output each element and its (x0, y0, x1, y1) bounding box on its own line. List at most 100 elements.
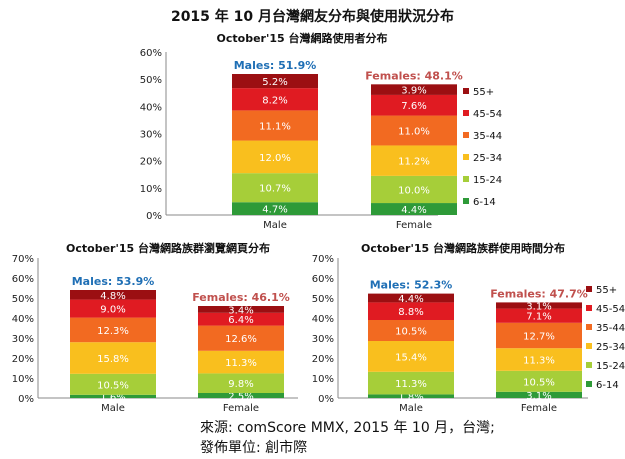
segment-value-label: 11.3% (225, 358, 257, 369)
gender-total-label: Males: 52.3% (370, 279, 453, 292)
segment-value-label: 11.0% (398, 127, 430, 138)
segment-value-label: 10.0% (398, 185, 430, 196)
source-note: 來源: comScore MMX, 2015 年 10 月，台灣; 發佈單位: … (200, 418, 495, 458)
legend-entry: 15-24 (596, 361, 625, 372)
segment-value-label: 15.4% (395, 352, 427, 363)
x-category-label: Male (101, 403, 125, 414)
bar-segment-female-55plus (371, 84, 457, 95)
legend-swatch (463, 154, 469, 160)
segment-value-label: 3.9% (401, 86, 426, 97)
y-tick-label: 20% (140, 157, 162, 168)
x-category-label: Male (263, 220, 287, 231)
bar-segment-male-55plus (232, 74, 318, 89)
legend-entry: 15-24 (473, 175, 502, 186)
bar-segment-female-55plus (198, 306, 284, 313)
bar-segment-female-45-54 (496, 308, 582, 323)
gender-total-label: Males: 53.9% (72, 275, 155, 288)
y-tick-label: 60% (312, 274, 334, 285)
legend-swatch (586, 305, 592, 311)
bar-segment-female-25-34 (496, 348, 582, 371)
y-tick-label: 50% (140, 75, 162, 86)
y-tick-label: 50% (12, 294, 34, 305)
segment-value-label: 1.8% (398, 392, 423, 403)
legend-swatch (586, 362, 592, 368)
segment-value-label: 11.3% (395, 379, 427, 390)
segment-value-label: 12.7% (523, 332, 555, 343)
bar-segment-female-6-14 (198, 393, 284, 398)
page-title: 2015 年 10 月台灣網友分布與使用狀況分布 (170, 9, 455, 25)
legend-swatch (463, 132, 469, 138)
bar-segment-female-45-54 (198, 312, 284, 326)
bar-segment-female-55plus (496, 302, 582, 309)
gender-total-label: Females: 46.1% (192, 291, 290, 304)
bar-segment-female-45-54 (371, 94, 457, 116)
segment-value-label: 11.2% (398, 157, 430, 168)
chart-panel-pageviews: October'15 台灣網路族群瀏覽網頁分布 0% 10% 20% 30% 40% 50%… (4, 240, 304, 418)
legend-entry: 6-14 (473, 197, 496, 208)
chart-pageviews: October'15 台灣網路族群瀏覽網頁分布 0% 10% 20% 30% 40% 50%… (12, 241, 298, 414)
segment-value-label: 9.8% (228, 379, 253, 390)
source-line-1: 來源: comScore MMX, 2015 年 10 月，台灣; (200, 420, 495, 436)
source-line-2: 發佈單位: 創市際 (200, 440, 308, 456)
segment-value-label: 7.6% (401, 101, 426, 112)
legend-swatch (463, 110, 469, 116)
segment-value-label: 3.4% (228, 305, 253, 316)
segment-value-label: 8.2% (262, 95, 287, 106)
legend-entry: 6-14 (596, 380, 619, 391)
y-tick-label: 40% (12, 314, 34, 325)
bar-segment-female-15-24 (198, 373, 284, 393)
bar-segment-male-35-44 (70, 317, 156, 343)
legend-entry: 25-34 (473, 153, 502, 164)
legend-swatch (586, 324, 592, 330)
bar-segment-male-45-54 (368, 302, 454, 320)
y-tick-label: 30% (312, 334, 334, 345)
segment-value-label: 7.1% (526, 312, 551, 323)
segment-value-label: 10.7% (259, 184, 291, 195)
legend-entry: 55+ (596, 285, 617, 296)
legend-swatch (463, 176, 469, 182)
segment-value-label: 10.5% (523, 377, 555, 388)
y-tick-label: 0% (18, 394, 34, 405)
y-tick-label: 70% (12, 254, 34, 265)
segment-value-label: 12.0% (259, 153, 291, 164)
segment-value-label: 12.6% (225, 334, 257, 345)
y-tick-label: 60% (140, 48, 162, 59)
legend-entry: 35-44 (473, 131, 502, 142)
bar-segment-female-35-44 (371, 115, 457, 146)
bar-segment-male-25-34 (232, 140, 318, 174)
segment-value-label: 9.0% (100, 305, 125, 316)
bar-segment-male-35-44 (368, 320, 454, 341)
bar-segment-female-15-24 (496, 370, 582, 392)
chart-time: October'15 台灣網路族群使用時間分布 0% 10% 20% 30% 40% 50%… (312, 241, 625, 414)
bar-segment-male-15-24 (368, 371, 454, 395)
y-tick-label: 20% (12, 354, 34, 365)
legend-entry: 45-54 (473, 109, 502, 120)
bar-segment-male-45-54 (70, 299, 156, 318)
y-tick-label: 10% (140, 184, 162, 195)
bar-segment-male-6-14 (368, 394, 454, 398)
y-tick-label: 30% (12, 334, 34, 345)
gender-total-label: Males: 51.9% (234, 59, 317, 72)
bar-segment-male-45-54 (232, 88, 318, 111)
bar-segment-female-6-14 (371, 203, 457, 215)
y-tick-label: 0% (146, 211, 162, 222)
bar-segment-male-6-14 (70, 394, 156, 398)
legend-entry: 45-54 (596, 304, 625, 315)
segment-value-label: 10.5% (97, 380, 129, 391)
legend-entry: 25-34 (596, 342, 625, 353)
segment-value-label: 6.4% (228, 315, 253, 326)
bar-segment-male-55plus (70, 290, 156, 300)
y-tick-label: 10% (312, 374, 334, 385)
bar-segment-male-6-14 (232, 202, 318, 215)
segment-value-label: 4.7% (262, 205, 287, 216)
y-tick-label: 50% (312, 294, 334, 305)
x-category-label: Female (521, 403, 557, 414)
y-tick-label: 30% (140, 130, 162, 141)
legend-swatch (586, 381, 592, 387)
segment-value-label: 4.8% (100, 291, 125, 302)
y-tick-label: 70% (312, 254, 334, 265)
legend-entry: 55+ (473, 87, 494, 98)
bar-segment-male-35-44 (232, 110, 318, 141)
bar-segment-male-55plus (368, 293, 454, 303)
bar-segment-female-35-44 (198, 325, 284, 351)
